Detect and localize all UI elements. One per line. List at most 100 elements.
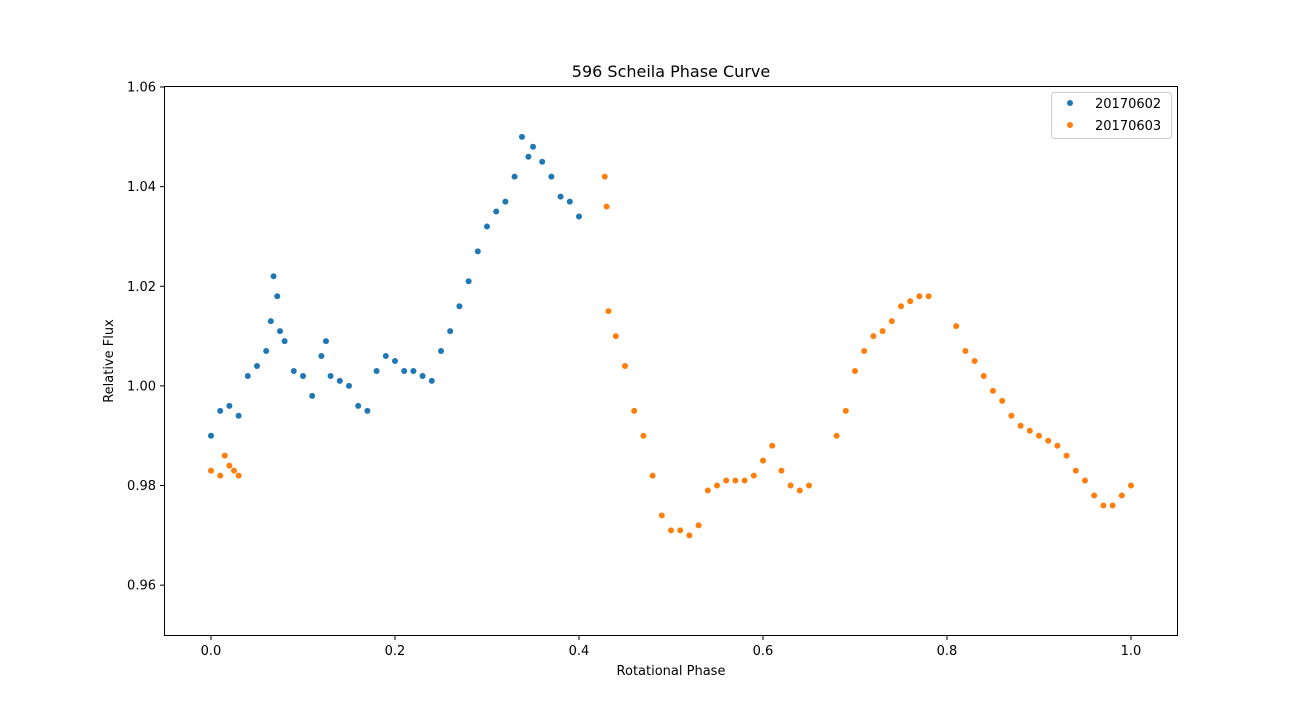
data-point bbox=[346, 382, 352, 389]
data-point bbox=[290, 367, 297, 374]
data-point bbox=[281, 338, 288, 345]
y-tick-label: 1.06 bbox=[127, 81, 156, 96]
data-point bbox=[1036, 432, 1042, 439]
data-point bbox=[1054, 442, 1061, 449]
data-point bbox=[769, 442, 776, 449]
data-point bbox=[382, 353, 389, 360]
data-point bbox=[419, 372, 426, 379]
data-point bbox=[484, 223, 490, 230]
data-point bbox=[1118, 492, 1125, 499]
legend-marker-series-2 bbox=[1067, 122, 1073, 128]
data-point bbox=[605, 308, 612, 315]
y-axis-label: Relative Flux bbox=[102, 319, 117, 403]
data-point bbox=[401, 367, 408, 374]
data-point bbox=[566, 198, 573, 205]
data-point bbox=[456, 303, 463, 310]
data-point bbox=[254, 362, 260, 369]
data-point bbox=[300, 372, 306, 379]
data-point bbox=[1017, 422, 1024, 429]
data-point bbox=[428, 377, 435, 384]
data-point bbox=[1072, 467, 1079, 474]
x-axis: 0.0 0.2 0.4 0.6 0.8 1.0 bbox=[201, 635, 1141, 659]
data-point bbox=[226, 402, 233, 409]
data-point bbox=[631, 407, 638, 414]
y-tick-label: 1.02 bbox=[127, 280, 156, 295]
data-point bbox=[474, 248, 481, 255]
data-point bbox=[373, 367, 380, 374]
data-point bbox=[1091, 492, 1098, 499]
series-1 bbox=[208, 133, 582, 439]
data-point bbox=[465, 278, 472, 285]
data-point bbox=[741, 477, 748, 484]
data-point bbox=[640, 432, 647, 439]
data-point bbox=[208, 432, 214, 439]
legend-frame bbox=[1051, 92, 1172, 139]
data-point bbox=[318, 353, 325, 360]
data-point bbox=[888, 318, 895, 325]
data-point bbox=[438, 348, 444, 355]
data-point bbox=[723, 477, 730, 484]
x-tick-label: 0.8 bbox=[937, 644, 958, 659]
data-point bbox=[787, 482, 794, 489]
data-point bbox=[622, 362, 628, 369]
data-point bbox=[309, 392, 316, 399]
data-point bbox=[1082, 477, 1088, 484]
data-point bbox=[842, 407, 849, 414]
data-point bbox=[732, 477, 739, 484]
data-point bbox=[355, 402, 362, 409]
x-tick-label: 0.4 bbox=[569, 644, 590, 659]
data-point bbox=[796, 487, 803, 494]
plot-frame bbox=[164, 86, 1178, 636]
legend: 20170602 20170603 bbox=[1051, 92, 1172, 139]
data-point bbox=[999, 397, 1006, 404]
data-point bbox=[410, 367, 417, 374]
data-point bbox=[750, 472, 757, 479]
data-point bbox=[1008, 412, 1015, 419]
data-point bbox=[244, 372, 251, 379]
data-point bbox=[980, 372, 987, 379]
data-point bbox=[493, 208, 500, 215]
data-point bbox=[235, 412, 242, 419]
data-point bbox=[263, 348, 270, 355]
y-axis: 0.96 0.98 1.00 1.02 1.04 1.06 bbox=[127, 81, 165, 594]
data-point bbox=[1100, 502, 1107, 509]
data-point bbox=[658, 512, 665, 519]
chart-title: 596 Scheila Phase Curve bbox=[572, 62, 770, 81]
data-point bbox=[990, 387, 996, 394]
y-tick-label: 0.98 bbox=[127, 479, 156, 494]
data-point bbox=[612, 333, 619, 340]
data-point bbox=[870, 333, 877, 340]
data-point bbox=[603, 203, 610, 210]
data-point bbox=[695, 522, 702, 529]
data-point bbox=[226, 462, 233, 469]
data-point bbox=[925, 293, 932, 300]
data-point bbox=[1045, 437, 1052, 444]
data-point bbox=[274, 293, 281, 300]
data-point bbox=[364, 407, 371, 414]
data-point bbox=[916, 293, 923, 300]
data-point bbox=[231, 467, 237, 474]
data-point bbox=[525, 153, 532, 160]
data-point bbox=[852, 367, 858, 374]
data-point bbox=[649, 472, 656, 479]
legend-label-series-1: 20170602 bbox=[1095, 97, 1161, 112]
data-point bbox=[221, 452, 228, 459]
x-tick-label: 0.6 bbox=[753, 644, 774, 659]
data-point bbox=[953, 323, 960, 330]
data-point bbox=[270, 273, 277, 280]
data-point bbox=[601, 173, 608, 180]
data-point bbox=[392, 358, 398, 364]
x-axis-label: Rotational Phase bbox=[617, 664, 726, 679]
data-point bbox=[760, 457, 766, 464]
data-point bbox=[557, 193, 564, 200]
data-point bbox=[327, 372, 334, 379]
data-point bbox=[539, 158, 546, 165]
y-tick-label: 0.96 bbox=[127, 579, 156, 594]
data-point bbox=[714, 482, 720, 489]
data-point bbox=[277, 328, 283, 335]
data-point bbox=[971, 358, 978, 364]
data-point bbox=[962, 348, 969, 355]
legend-label-series-2: 20170603 bbox=[1095, 119, 1161, 134]
data-point bbox=[208, 467, 214, 474]
